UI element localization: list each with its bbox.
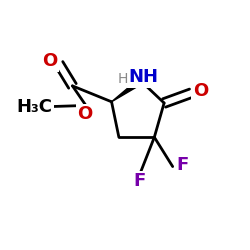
Text: H: H: [118, 72, 128, 86]
Text: NH: NH: [128, 68, 158, 86]
Text: O: O: [193, 82, 208, 100]
Text: H₃C: H₃C: [16, 98, 52, 116]
Text: O: O: [77, 105, 92, 123]
Polygon shape: [112, 78, 143, 102]
Text: O: O: [42, 52, 57, 70]
Text: F: F: [177, 156, 189, 174]
Text: F: F: [134, 172, 146, 190]
